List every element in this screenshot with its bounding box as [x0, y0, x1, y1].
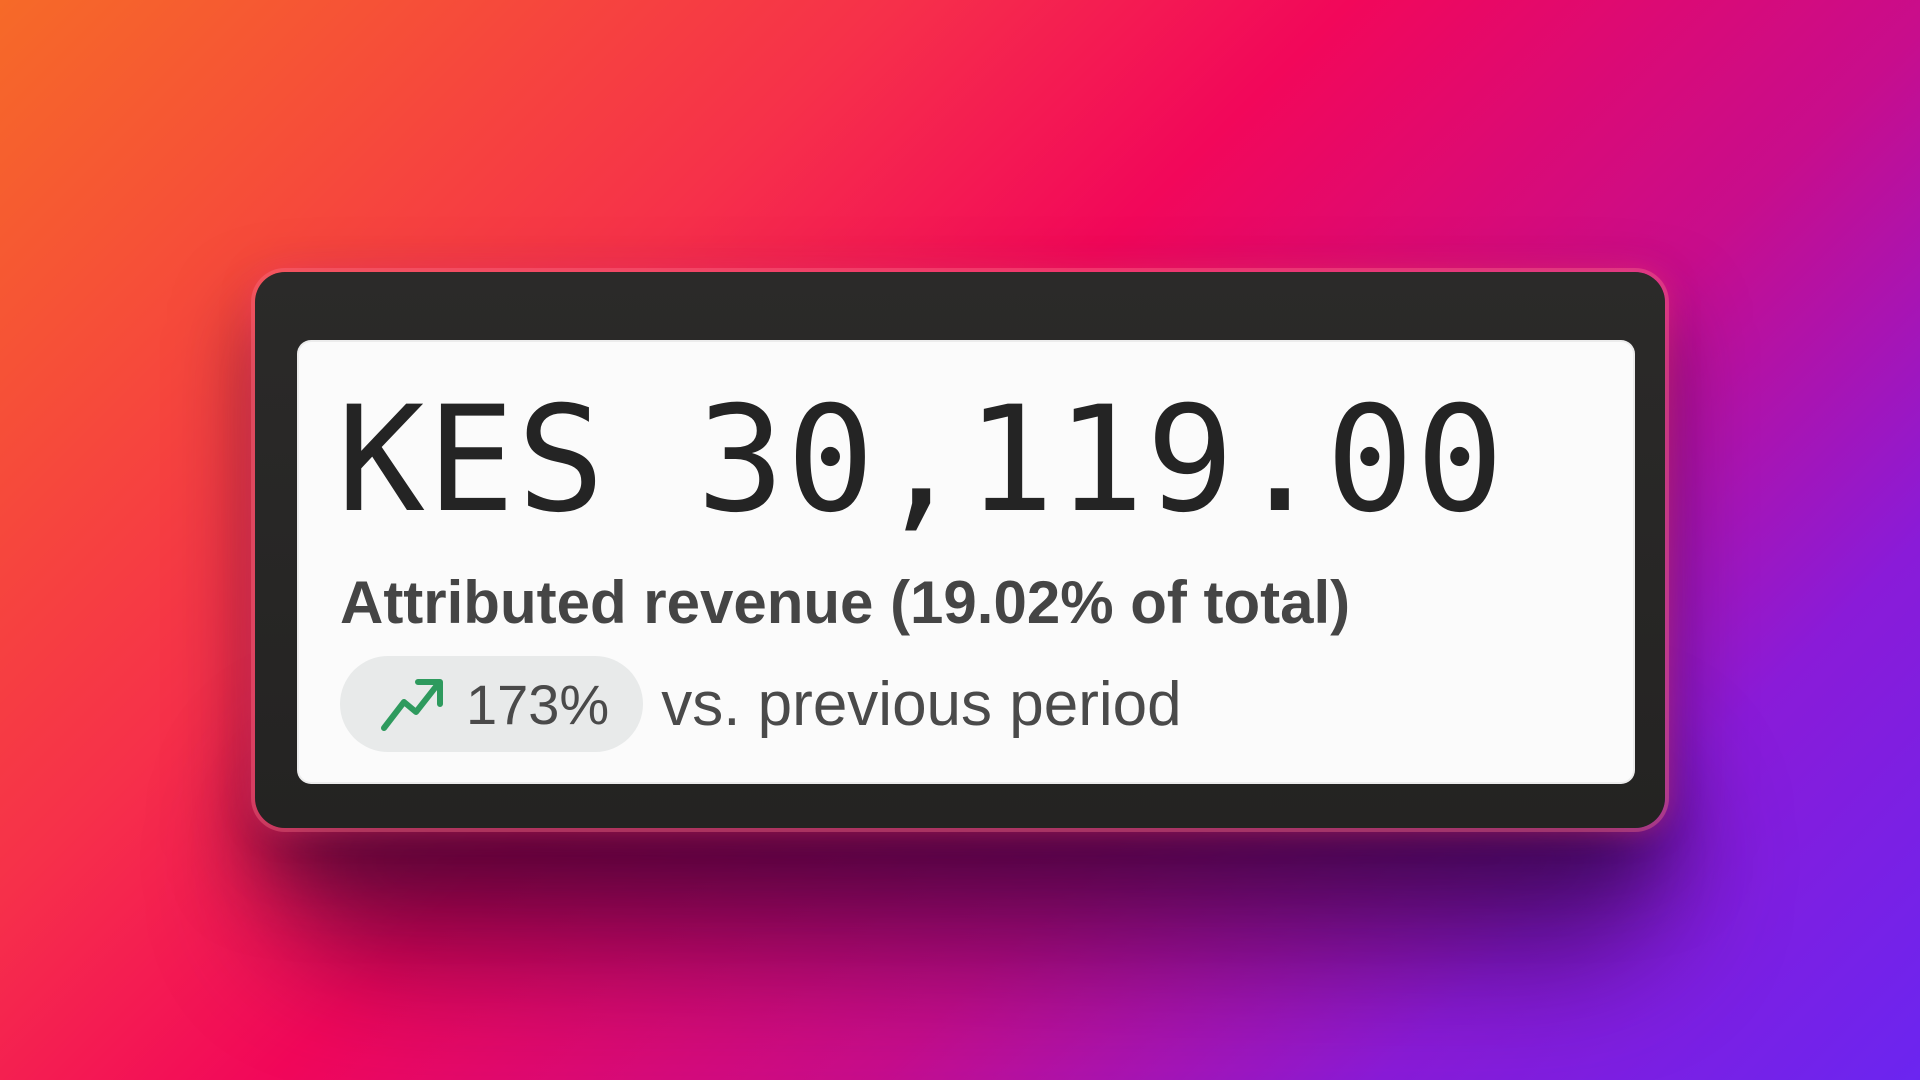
change-percentage: 173%	[466, 672, 610, 736]
metric-label: Attributed revenue (19.02% of total)	[340, 569, 1351, 636]
comparison-label: vs. previous period	[661, 669, 1182, 739]
trending-up-icon	[381, 679, 443, 731]
widget-frame: KES 30,119.00 Attributed revenue (19.02%…	[255, 272, 1665, 828]
metric-value: KES 30,119.00	[337, 375, 1506, 545]
change-badge: 173%	[340, 656, 644, 752]
metric-card: KES 30,119.00 Attributed revenue (19.02%…	[297, 340, 1635, 784]
comparison-row: 173% vs. previous period	[340, 656, 1182, 752]
